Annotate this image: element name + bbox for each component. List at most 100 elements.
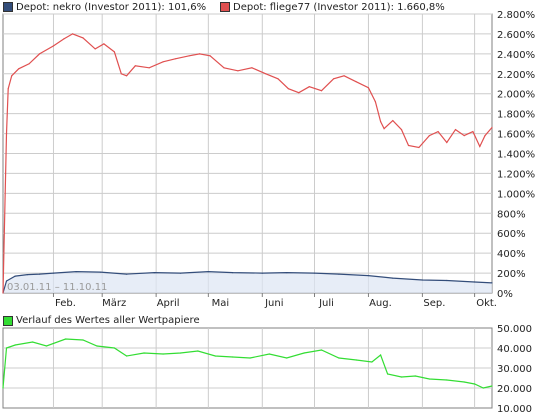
data-point-total: [5, 347, 8, 349]
data-point-fliege: [355, 81, 357, 83]
data-point-fliege: [333, 78, 335, 80]
data-point-nekro: [421, 279, 423, 281]
legend-label-nekro: Depot: nekro (Investor 2011): 101,6%: [16, 1, 207, 13]
data-point-total: [249, 357, 251, 359]
data-point-fliege: [380, 121, 382, 123]
data-point-fliege: [94, 48, 96, 50]
data-point-fliege: [134, 65, 136, 67]
legend-total: Verlauf des Wertes aller Wertpapiere: [3, 315, 200, 326]
data-point-total: [355, 359, 357, 361]
data-point-fliege: [126, 75, 128, 77]
data-point-fliege: [446, 141, 448, 144]
legend-label-total: Verlauf des Wertes aller Wertpapiere: [16, 315, 200, 326]
data-point-fliege: [484, 135, 486, 137]
y-tick-label: 0%: [497, 289, 513, 300]
data-point-nekro: [5, 280, 8, 282]
data-point-fliege: [407, 144, 410, 147]
legend-swatch-fliege: [220, 2, 230, 12]
data-point-total: [400, 376, 403, 378]
data-point-fliege: [479, 145, 481, 148]
sub-y-tick-label: 10.000: [497, 404, 532, 415]
data-point-total: [179, 352, 182, 354]
data-point-total: [371, 361, 373, 363]
data-point-total: [463, 381, 465, 383]
data-point-fliege: [277, 78, 279, 80]
data-point-fliege: [383, 128, 385, 130]
data-point-fliege: [28, 63, 30, 65]
date-range-label: 03.01.11 – 11.10.11: [7, 282, 107, 293]
data-point-fliege: [343, 75, 345, 77]
data-point-fliege: [392, 120, 394, 122]
data-point-fliege: [11, 75, 13, 77]
y-tick-label: 1.200%: [497, 169, 535, 180]
data-point-fliege: [18, 68, 20, 70]
y-tick-label: 200%: [497, 269, 526, 280]
data-point-fliege: [2, 292, 4, 294]
data-point-nekro: [75, 271, 77, 273]
sub-y-tick-label: 20.000: [497, 384, 532, 395]
legend-label-fliege: Depot: fliege77 (Investor 2011): 1.660,8…: [233, 1, 445, 13]
data-point-total: [387, 373, 389, 375]
y-tick-label: 1.000%: [497, 189, 535, 200]
sub-y-tick-label: 50.000: [497, 324, 532, 335]
data-point-fliege: [63, 38, 65, 40]
data-point-total: [197, 350, 199, 352]
data-point-nekro: [392, 277, 394, 279]
data-point-total: [45, 345, 48, 347]
data-point-nekro: [26, 274, 28, 276]
data-point-nekro: [261, 272, 263, 274]
legend-nekro: Depot: nekro (Investor 2011): 101,6%: [3, 1, 206, 13]
y-tick-label: 2.000%: [497, 90, 535, 101]
data-point-fliege: [120, 73, 122, 75]
x-tick-label: Sep.: [423, 298, 445, 309]
x-tick-label: Juni: [264, 298, 283, 309]
data-point-total: [162, 353, 164, 355]
data-point-fliege: [199, 53, 201, 55]
data-point-fliege: [437, 131, 439, 133]
y-tick-label: 1.800%: [497, 110, 535, 121]
data-point-fliege: [320, 90, 323, 92]
data-point-nekro: [52, 272, 55, 274]
y-tick-label: 2.800%: [497, 10, 535, 21]
data-point-nekro: [179, 272, 182, 274]
x-tick-label: Aug.: [369, 298, 392, 309]
data-point-fliege: [454, 129, 457, 131]
data-point-total: [113, 347, 115, 349]
data-point-nekro: [38, 273, 41, 275]
y-tick-label: 600%: [497, 229, 526, 240]
data-point-fliege: [209, 55, 211, 57]
data-point-nekro: [491, 282, 493, 284]
data-point-nekro: [446, 279, 448, 282]
y-tick-label: 2.600%: [497, 30, 535, 41]
data-point-total: [232, 356, 234, 358]
y-tick-label: 1.600%: [497, 130, 535, 141]
data-point-total: [2, 387, 4, 389]
data-point-fliege: [52, 45, 55, 47]
data-point-total: [491, 385, 493, 387]
data-point-total: [303, 352, 305, 354]
y-tick-label: 1.400%: [497, 150, 535, 161]
data-point-fliege: [7, 88, 9, 90]
x-tick-label: April: [157, 298, 180, 309]
data-point-nekro: [232, 272, 234, 274]
x-tick-label: Mai: [212, 298, 230, 309]
data-point-fliege: [298, 92, 300, 94]
data-point-nekro: [286, 272, 288, 274]
x-tick-label: Okt.: [476, 298, 497, 309]
data-point-total: [446, 379, 448, 381]
data-point-total: [320, 349, 323, 351]
data-point-total: [414, 375, 416, 377]
data-point-fliege: [400, 129, 403, 131]
data-point-nekro: [338, 273, 340, 275]
data-point-fliege: [367, 87, 369, 89]
data-point-nekro: [153, 272, 155, 274]
data-point-fliege: [308, 86, 310, 88]
y-tick-label: 400%: [497, 249, 526, 260]
series-line-total: [2, 338, 493, 389]
data-point-fliege: [223, 67, 225, 69]
data-point-fliege: [491, 126, 493, 129]
data-point-fliege: [265, 73, 267, 75]
data-point-total: [65, 338, 67, 340]
data-point-fliege: [237, 70, 239, 72]
